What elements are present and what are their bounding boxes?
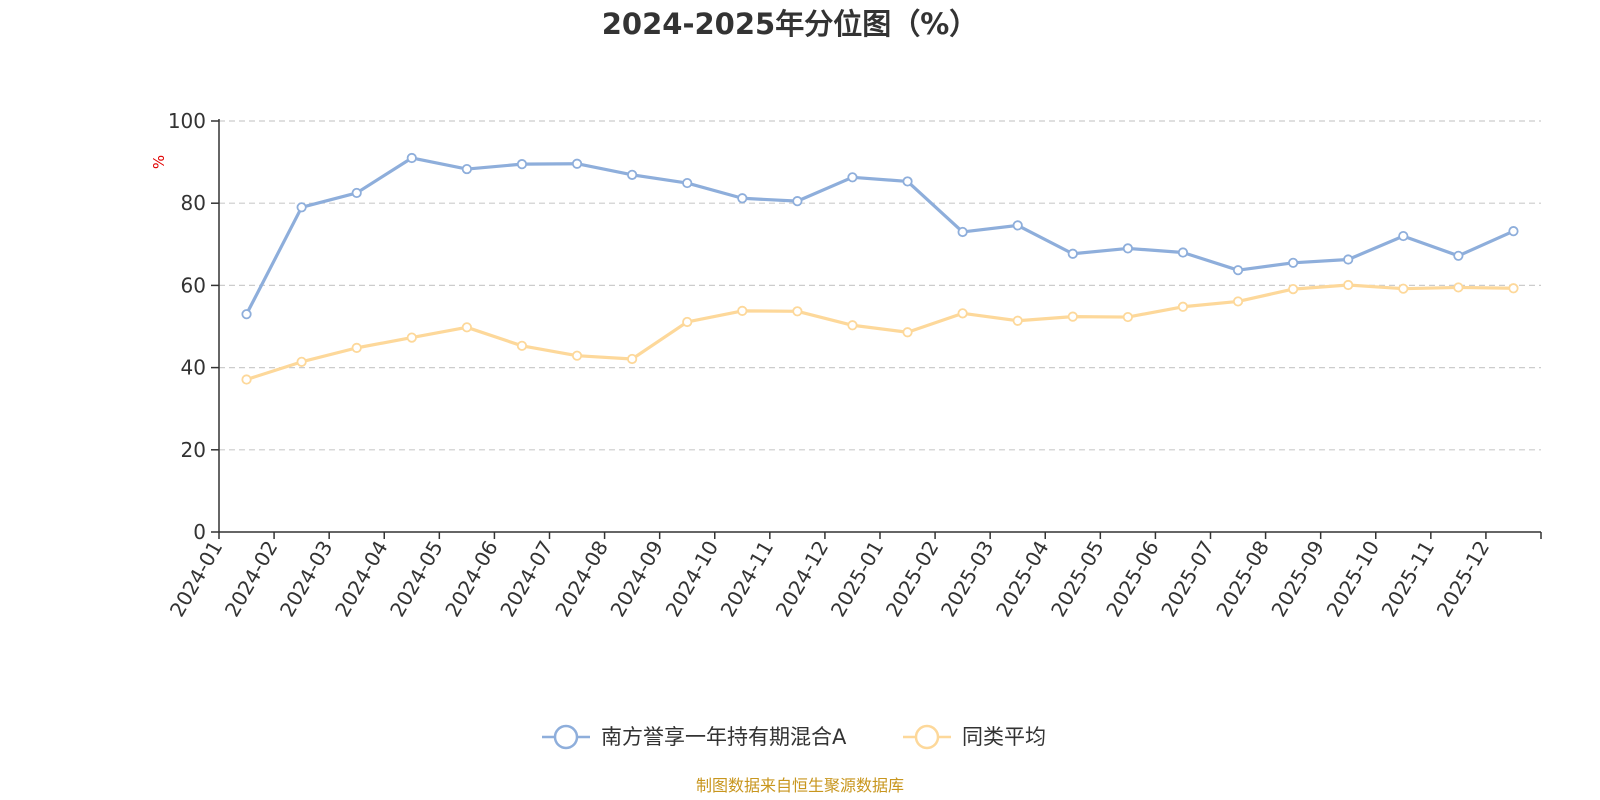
data-point — [957, 226, 968, 238]
x-tick-label: 2025-03 — [936, 537, 999, 621]
series-line — [244, 156, 1516, 316]
y-tick-label: 0 — [193, 520, 206, 544]
x-tick-label: 2024-10 — [661, 537, 724, 621]
data-point — [1288, 283, 1299, 295]
data-point — [461, 322, 472, 333]
x-tick-label: 2024-12 — [771, 537, 834, 621]
x-tick-label: 2025-04 — [991, 537, 1054, 621]
data-point — [516, 340, 528, 351]
data-point — [1453, 250, 1464, 261]
x-tick-label: 2025-12 — [1432, 537, 1495, 621]
x-tick-label: 2025-10 — [1322, 537, 1385, 621]
series-1 — [241, 152, 1519, 320]
data-point — [627, 169, 638, 180]
legend-item-2[interactable]: 同类平均 — [903, 724, 1046, 750]
series-2 — [241, 279, 1519, 385]
data-point — [296, 356, 307, 367]
x-tick-label: 2024-04 — [330, 537, 393, 621]
legend-circle-icon — [553, 724, 579, 750]
data-point — [737, 193, 748, 204]
x-tick-label: 2025-01 — [826, 537, 889, 621]
data-point — [1232, 265, 1244, 276]
y-axis-ticks: 0 20 40 60 80 100 — [168, 109, 219, 544]
data-point — [1398, 230, 1409, 242]
x-axis-ticks: 2024-012024-022024-032024-042024-052024-… — [165, 532, 1542, 621]
x-tick-label: 2024-03 — [275, 537, 338, 621]
legend-label: 同类平均 — [962, 725, 1046, 749]
data-point — [571, 350, 583, 361]
data-point — [1012, 220, 1023, 231]
data-point — [957, 308, 968, 319]
data-point — [351, 187, 362, 199]
y-axis-label: % — [150, 155, 168, 169]
x-tick-label: 2024-07 — [495, 537, 558, 621]
y-tick-label: 20 — [181, 438, 206, 462]
x-tick-label: 2024-05 — [385, 537, 448, 621]
data-point — [406, 152, 417, 164]
legend[interactable]: 南方誉享一年持有期混合A 同类平均 — [542, 724, 1046, 750]
data-point — [847, 320, 858, 331]
x-tick-label: 2025-11 — [1377, 537, 1440, 621]
legend-label: 南方誉享一年持有期混合A — [601, 725, 847, 749]
series-line — [244, 283, 1516, 382]
legend-item-1[interactable]: 南方誉享一年持有期混合A — [542, 724, 847, 750]
data-point — [296, 202, 307, 213]
data-point — [241, 309, 252, 320]
data-point — [1398, 283, 1409, 294]
data-point — [792, 196, 803, 207]
data-point — [1067, 311, 1078, 322]
y-tick-label: 40 — [181, 356, 206, 380]
data-point — [1067, 248, 1078, 259]
data-point — [1122, 311, 1133, 323]
data-point — [627, 353, 638, 365]
legend-circle-icon — [914, 724, 940, 750]
data-point — [847, 172, 858, 183]
data-point — [1012, 315, 1023, 326]
data-point — [682, 177, 693, 189]
x-tick-label: 2024-09 — [605, 537, 668, 621]
data-point — [351, 342, 362, 353]
data-point — [1508, 283, 1519, 294]
data-point — [737, 305, 748, 316]
y-tick-label: 80 — [181, 191, 206, 215]
data-point — [516, 159, 528, 170]
x-tick-label: 2025-08 — [1211, 537, 1274, 621]
x-tick-label: 2024-06 — [440, 537, 503, 621]
y-tick-label: 100 — [168, 109, 206, 133]
x-tick-label: 2024-11 — [716, 537, 779, 621]
data-point — [1232, 296, 1244, 307]
x-tick-label: 2025-09 — [1266, 537, 1329, 621]
data-point — [571, 158, 583, 169]
data-point — [1177, 247, 1189, 258]
grid-lines — [219, 120, 1541, 451]
data-point — [1288, 257, 1299, 268]
data-point — [902, 176, 913, 187]
data-point — [1122, 243, 1133, 254]
data-point — [1177, 301, 1189, 312]
x-tick-label: 2025-05 — [1046, 537, 1109, 621]
data-point — [902, 327, 913, 338]
series-lines — [241, 152, 1519, 385]
data-point — [1343, 254, 1354, 265]
data-point — [241, 374, 252, 385]
x-tick-label: 2025-02 — [881, 537, 944, 621]
data-point — [461, 163, 472, 175]
data-point — [1453, 282, 1464, 293]
x-tick-label: 2025-07 — [1156, 537, 1219, 621]
chart-title: 2024-2025年分位图（%） — [602, 7, 979, 41]
y-tick-label: 60 — [181, 273, 206, 297]
data-point — [682, 316, 693, 328]
x-tick-label: 2025-06 — [1101, 537, 1164, 621]
data-point — [792, 306, 803, 317]
data-point — [1508, 226, 1519, 237]
x-tick-label: 2024-08 — [550, 537, 613, 621]
source-note: 制图数据来自恒生聚源数据库 — [696, 776, 904, 795]
data-point — [406, 332, 417, 343]
x-tick-label: 2024-02 — [220, 537, 283, 621]
x-tick-label: 2024-01 — [165, 537, 228, 621]
data-point — [1343, 279, 1354, 291]
